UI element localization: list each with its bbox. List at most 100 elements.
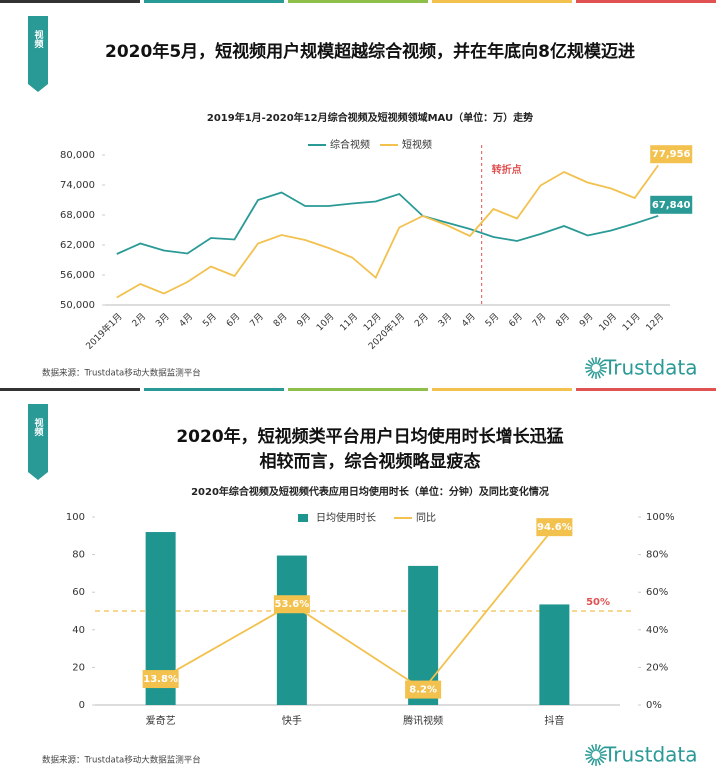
y2-tick-label: 20% [646,662,668,673]
line [160,526,556,691]
reference-label: 50% [586,597,610,608]
value-label-bg [650,195,693,214]
logo-ray [587,746,594,753]
logo-ray [599,363,607,368]
value-label-bg [273,595,310,614]
x-tick-label: 2019年1月 [83,310,124,351]
line [116,164,659,299]
legend-label: 综合视频 [330,138,370,151]
y-tick-label: 80 [72,550,85,561]
section-tag-text: 视频 [33,417,44,437]
logo-ray [599,750,607,755]
y-tick-label: 0 [79,700,85,711]
x-tick-label: 12月 [361,311,383,333]
bar [276,555,307,705]
divider [144,388,284,391]
x-tick-label: 2月 [413,311,431,329]
divider [0,0,140,3]
divider [0,388,140,391]
logo-ray [585,750,593,755]
x-tick-label: 5月 [201,311,219,329]
logo-ray [585,368,593,373]
y2-tick-label: 40% [646,625,668,636]
legend-swatch [298,514,308,522]
logo-ray [596,371,601,379]
value-label: 67,840 [652,200,691,211]
logo: Trustdata [585,743,698,767]
y-tick-label: 80,000 [60,150,95,161]
x-tick-label: 10月 [314,311,336,333]
logo-ray [587,757,594,764]
value-label-bg [650,145,693,164]
y2-tick-label: 100% [646,512,675,523]
legend-label: 日均使用时长 [316,511,376,524]
y2-tick-label: 60% [646,587,668,598]
logo-ray [591,758,596,766]
x-tick-label: 8月 [554,311,572,329]
logo-ray [591,371,596,379]
logo: Trustdata [585,356,698,380]
divider [144,0,284,3]
logo-ray [585,755,593,760]
y2-tick-label: 80% [646,550,668,561]
x-tick-label: 3月 [154,311,172,329]
x-tick-label: 5月 [483,311,501,329]
y-tick-label: 50,000 [60,300,95,311]
x-tick-label: 7月 [530,311,548,329]
logo-ray [598,757,605,764]
x-tick-label: 3月 [436,311,454,329]
x-tick-label: 抖音 [544,714,564,727]
y-tick-label: 68,000 [60,210,95,221]
annotation: 转折点 [492,163,522,176]
value-label: 94.6% [537,522,572,533]
headline: 2020年，短视频类平台用户日均使用时长增长迅猛 [176,426,563,447]
x-tick-label: 11月 [338,311,360,333]
x-tick-label: 8月 [271,311,289,329]
legend-label: 同比 [416,512,436,524]
headline: 相较而言，综合视频略显疲态 [260,451,481,472]
logo-ray [599,755,607,760]
divider [576,388,716,391]
value-label-bg [536,518,573,537]
x-tick-label: 6月 [507,311,525,329]
y-tick-label: 74,000 [60,180,95,191]
logo-ray [591,357,596,365]
section-tag [28,404,48,480]
divider [432,388,572,391]
value-label-bg [142,670,179,689]
x-tick-label: 9月 [577,311,595,329]
chart-subtitle: 2019年1月-2020年12月综合视频及短视频领域MAU（单位：万）走势 [207,111,533,124]
logo-ray [598,370,605,377]
logo-text: Trustdata [603,356,698,380]
section-tag-text: 视频 [33,29,44,49]
logo-ray [598,359,605,366]
logo-text: Trustdata [603,743,698,767]
x-tick-label: 4月 [460,311,478,329]
logo-ray [599,368,607,373]
logo-ray [596,758,601,766]
y-tick-label: 40 [72,625,85,636]
x-tick-label: 快手 [282,714,302,727]
x-tick-label: 12月 [644,311,666,333]
divider [288,0,428,3]
section-tag [28,16,48,92]
source: 数据来源：Trustdata移动大数据监测平台 [42,755,201,766]
bar [539,604,570,705]
value-label: 13.8% [143,674,178,685]
y-tick-label: 60 [72,587,85,598]
x-tick-label: 爱奇艺 [146,714,176,727]
line [116,191,659,255]
x-tick-label: 腾讯视频 [403,714,443,727]
x-tick-label: 2月 [130,311,148,329]
logo-ray [596,357,601,365]
x-tick-label: 6月 [224,311,242,329]
y-tick-label: 56,000 [60,270,95,281]
logo-ray [591,744,596,752]
headline: 2020年5月，短视频用户规模超越综合视频，并在年底向8亿规模迈进 [105,41,635,62]
chart-subtitle: 2020年综合视频及短视频代表应用日均使用时长（单位：分钟）及同比变化情况 [191,485,549,498]
logo-ray [587,359,594,366]
logo-ray [585,363,593,368]
value-label-bg [405,680,442,699]
